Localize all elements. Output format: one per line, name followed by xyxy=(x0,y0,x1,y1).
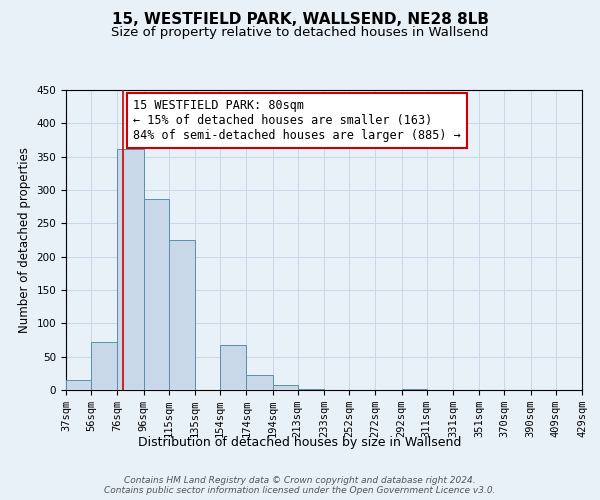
Text: Size of property relative to detached houses in Wallsend: Size of property relative to detached ho… xyxy=(111,26,489,39)
Bar xyxy=(66,380,91,390)
Text: 15, WESTFIELD PARK, WALLSEND, NE28 8LB: 15, WESTFIELD PARK, WALLSEND, NE28 8LB xyxy=(112,12,488,28)
Bar xyxy=(298,388,324,390)
Bar xyxy=(91,342,118,390)
Bar xyxy=(247,376,272,390)
Y-axis label: Number of detached properties: Number of detached properties xyxy=(18,147,31,333)
Bar xyxy=(272,386,298,390)
Text: Contains HM Land Registry data © Crown copyright and database right 2024.
Contai: Contains HM Land Registry data © Crown c… xyxy=(104,476,496,495)
Bar xyxy=(118,148,143,390)
Bar xyxy=(401,388,427,390)
Text: Distribution of detached houses by size in Wallsend: Distribution of detached houses by size … xyxy=(139,436,461,449)
Bar xyxy=(220,346,247,390)
Bar xyxy=(143,198,169,390)
Bar xyxy=(169,240,195,390)
Text: 15 WESTFIELD PARK: 80sqm
← 15% of detached houses are smaller (163)
84% of semi-: 15 WESTFIELD PARK: 80sqm ← 15% of detach… xyxy=(133,99,461,142)
